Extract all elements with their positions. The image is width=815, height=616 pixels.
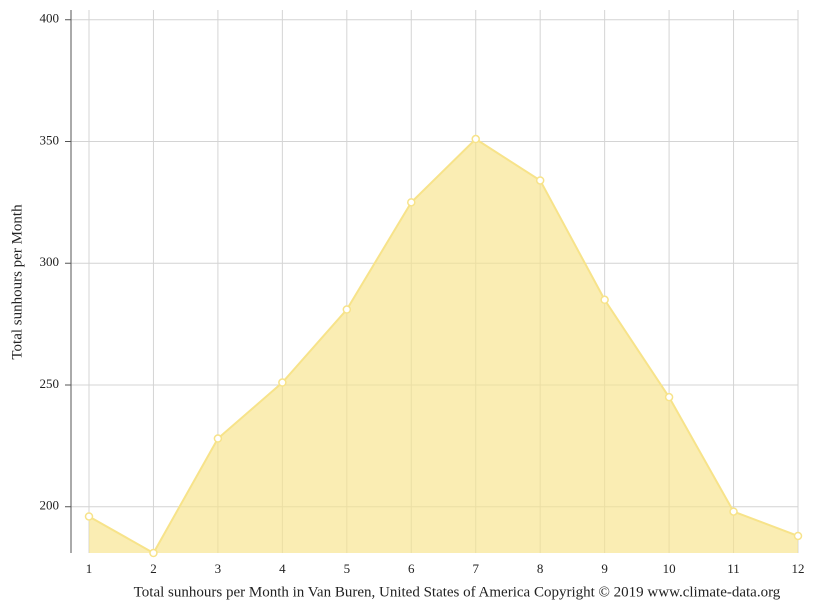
point (729, 507, 738, 516)
point (793, 531, 803, 541)
y-tick-label: 350 (40, 132, 60, 147)
x-tick-label: 1 (86, 561, 93, 576)
chart-title: Total sunhours per Month in Van Buren, U… (134, 584, 781, 600)
x-tick-label: 8 (537, 561, 544, 576)
area (89, 139, 798, 553)
y-tick-label: 300 (40, 254, 60, 269)
x-tick-label: 11 (727, 561, 740, 576)
point (407, 198, 416, 207)
x-tick-label: 5 (344, 561, 351, 576)
point (213, 434, 223, 443)
point (278, 378, 287, 387)
point (84, 512, 94, 521)
point (471, 134, 480, 144)
y-tick-label: 250 (40, 376, 60, 391)
point (664, 392, 674, 402)
x-tick-label: 6 (408, 561, 415, 576)
point (600, 295, 609, 305)
x-tick-label: 10 (663, 561, 676, 576)
x-tick-label: 9 (601, 561, 608, 576)
x-tick-label: 7 (472, 561, 479, 576)
y-axis-label: Total sunhours per Month (9, 204, 25, 360)
line (88, 137, 799, 555)
x-tick-label: 3 (215, 561, 222, 576)
point (535, 176, 545, 185)
point (149, 548, 158, 558)
point (342, 305, 352, 314)
y-tick-label: 200 (40, 498, 60, 513)
x-tick-label: 12 (792, 561, 805, 576)
y-tick-label: 400 (40, 11, 60, 26)
x-tick-label: 2 (150, 561, 157, 576)
x-tick-label: 4 (279, 561, 286, 576)
